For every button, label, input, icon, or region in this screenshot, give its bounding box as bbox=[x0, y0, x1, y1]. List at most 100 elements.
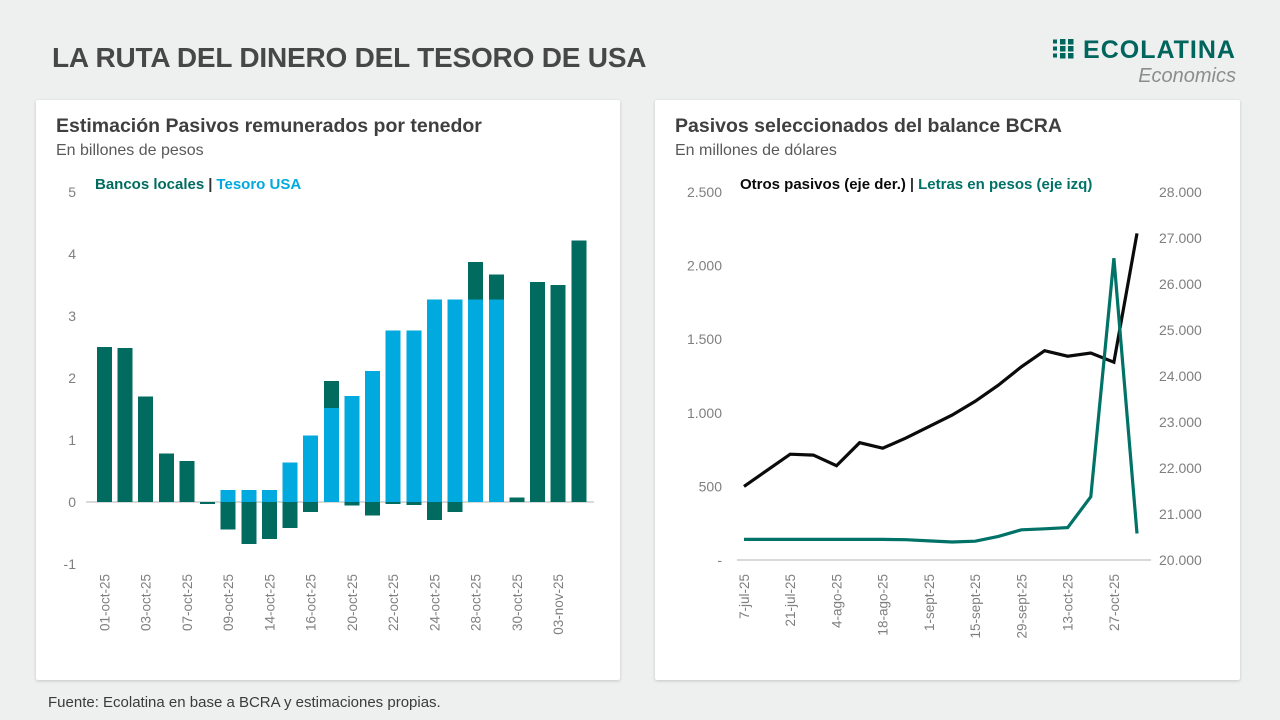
x-axis-tick-label: 14-oct-25 bbox=[262, 574, 277, 631]
right-chart-title: Pasivos seleccionados del balance BCRA bbox=[675, 115, 1062, 137]
x-axis-tick-label: 01-oct-25 bbox=[98, 574, 113, 631]
bar-segment-bancos-locales bbox=[261, 502, 277, 540]
x-axis-tick-label: 24-oct-25 bbox=[427, 574, 442, 631]
bar-segment-bancos-locales bbox=[447, 502, 463, 512]
x-axis-tick-label: 7-jul-25 bbox=[737, 574, 752, 619]
right-chart-subtitle: En millones de dólares bbox=[675, 142, 837, 159]
right-axis-tick-label: 23.000 bbox=[1159, 414, 1202, 430]
ecolatina-logo: ECOLATINA Economics bbox=[1052, 36, 1236, 88]
page-title: LA RUTA DEL DINERO DEL TESORO DE USA bbox=[52, 42, 647, 73]
bar-segment-bancos-locales bbox=[530, 281, 546, 502]
bar-segment-tesoro-usa bbox=[344, 395, 360, 502]
bar-segment-tesoro-usa bbox=[488, 299, 504, 502]
bar-segment-tesoro-usa bbox=[323, 407, 339, 502]
bar-segment-bancos-locales bbox=[200, 502, 216, 504]
bar-segment-tesoro-usa bbox=[385, 330, 401, 502]
x-axis-tick-labels: 01-oct-25 03-oct-25 07-oct-25 09-oct-25 14-o… bbox=[98, 574, 567, 635]
bar-segment-bancos-locales bbox=[179, 461, 195, 502]
right-axis-tick-label: 20.000 bbox=[1159, 552, 1202, 568]
right-chart-legend: Otros pasivos (eje der.) | Letras en pesos… bbox=[740, 176, 1092, 193]
bar-segment-bancos-locales bbox=[138, 396, 154, 502]
x-axis-tick-label: 03-oct-25 bbox=[139, 574, 154, 631]
x-axis-tick-label: 15-sept-25 bbox=[968, 574, 983, 639]
legend-otros-pasivos: Otros pasivos (eje der.) bbox=[740, 176, 906, 193]
left-axis-tick-labels: 2.500 2.000 1.500 1.000 500 - bbox=[687, 184, 722, 568]
x-axis-tick-label: 1-sept-25 bbox=[922, 574, 937, 631]
x-axis-tick-label: 28-oct-25 bbox=[469, 574, 484, 631]
x-axis-tick-label: 03-nov-25 bbox=[551, 574, 566, 635]
bar-segment-bancos-locales bbox=[406, 502, 422, 506]
bar-segment-bancos-locales bbox=[158, 453, 174, 502]
x-axis-tick-label: 22-oct-25 bbox=[386, 574, 401, 631]
right-axis-tick-label: 21.000 bbox=[1159, 506, 1202, 522]
logo-wordmark: ECOLATINA bbox=[1083, 36, 1236, 64]
bar-segment-bancos-locales bbox=[426, 502, 442, 520]
y-axis-tick-label: -1 bbox=[64, 556, 77, 572]
legend-separator: | bbox=[208, 176, 213, 193]
y-axis-tick-labels: 5 4 3 2 1 0 -1 bbox=[64, 184, 77, 572]
logo-grid-icon bbox=[1052, 37, 1075, 65]
y-axis-tick-label: 2 bbox=[68, 370, 76, 386]
legend-letras-en-pesos: Letras en pesos (eje izq) bbox=[918, 176, 1093, 193]
x-axis-tick-label: 18-ago-25 bbox=[876, 574, 891, 636]
x-axis-tick-label: 4-ago-25 bbox=[829, 574, 844, 628]
bar-segment-tesoro-usa bbox=[220, 490, 236, 502]
series-line-otros-pasivos bbox=[743, 233, 1139, 488]
x-axis-tick-label: 20-oct-25 bbox=[345, 574, 360, 631]
x-axis-tick-labels: 7-jul-25 21-jul-25 4-ago-25 18-ago-25 1-sept… bbox=[737, 574, 1122, 639]
right-axis-tick-label: 25.000 bbox=[1159, 322, 1202, 338]
y-axis-tick-label: 0 bbox=[68, 494, 76, 510]
left-chart-card: Estimación Pasivos remunerados por tened… bbox=[36, 100, 620, 680]
bar-segment-bancos-locales bbox=[365, 502, 381, 516]
x-axis-tick-label: 07-oct-25 bbox=[180, 574, 195, 631]
left-chart-legend: Bancos locales | Tesoro USA bbox=[95, 176, 301, 193]
bar-segment-bancos-locales bbox=[571, 240, 587, 503]
bar-segment-tesoro-usa bbox=[365, 371, 381, 502]
x-axis-tick-label: 30-oct-25 bbox=[510, 574, 525, 631]
left-axis-tick-label: - bbox=[717, 552, 722, 568]
left-chart-subtitle: En billones de pesos bbox=[56, 142, 204, 159]
y-axis-tick-label: 4 bbox=[68, 246, 76, 262]
bar-segment-tesoro-usa bbox=[426, 299, 442, 502]
bar-segment-bancos-locales bbox=[97, 347, 112, 502]
right-axis-tick-label: 28.000 bbox=[1159, 184, 1202, 200]
x-axis-tick-label: 21-jul-25 bbox=[783, 574, 798, 627]
bar-segment-bancos-locales bbox=[282, 502, 298, 529]
left-axis-tick-label: 1.000 bbox=[687, 405, 722, 421]
bar-segment-bancos-locales bbox=[509, 497, 525, 502]
x-axis-tick-label: 29-sept-25 bbox=[1014, 574, 1029, 639]
bar-segment-bancos-locales bbox=[488, 274, 504, 300]
bar-segment-bancos-locales bbox=[550, 285, 566, 502]
bar-segment-tesoro-usa bbox=[406, 330, 422, 502]
bar-segment-bancos-locales bbox=[344, 502, 360, 506]
left-axis-tick-label: 500 bbox=[699, 478, 723, 494]
bar-segment-tesoro-usa bbox=[241, 490, 257, 502]
series-line-letras-en-pesos bbox=[744, 258, 1139, 544]
legend-bancos-locales: Bancos locales bbox=[95, 176, 205, 193]
right-axis-tick-label: 22.000 bbox=[1159, 460, 1202, 476]
legend-tesoro-usa: Tesoro USA bbox=[216, 176, 302, 193]
x-axis-tick-label: 16-oct-25 bbox=[304, 574, 319, 631]
bar-segment-tesoro-usa bbox=[468, 299, 484, 502]
right-axis-tick-labels: 28.000 27.000 26.000 25.000 24.000 23.000 22.0… bbox=[1159, 184, 1202, 568]
right-chart-card: Pasivos seleccionados del balance BCRA E… bbox=[655, 100, 1240, 680]
right-axis-tick-label: 27.000 bbox=[1159, 230, 1202, 246]
x-axis-tick-label: 13-oct-25 bbox=[1061, 574, 1076, 631]
bar-chart-svg: 5 4 3 2 1 0 -1 01-oct-25 03-oct-25 07-oct-25 09-oc… bbox=[64, 184, 594, 635]
bars-group bbox=[97, 240, 587, 545]
bar-segment-bancos-locales bbox=[468, 262, 484, 300]
source-note: Fuente: Ecolatina en base a BCRA y estim… bbox=[48, 694, 441, 711]
y-axis-tick-label: 5 bbox=[68, 184, 76, 200]
bar-segment-bancos-locales bbox=[303, 502, 319, 512]
bar-segment-tesoro-usa bbox=[282, 462, 298, 502]
y-axis-tick-label: 3 bbox=[68, 308, 76, 324]
x-axis-tick-label: 09-oct-25 bbox=[221, 574, 236, 631]
legend-separator: | bbox=[909, 176, 915, 193]
bar-segment-tesoro-usa bbox=[447, 299, 463, 502]
bar-segment-tesoro-usa bbox=[261, 490, 277, 502]
logo-tagline: Economics bbox=[1138, 65, 1236, 87]
left-axis-tick-label: 2.500 bbox=[687, 184, 722, 200]
left-chart-title: Estimación Pasivos remunerados por tened… bbox=[56, 115, 482, 137]
left-axis-tick-label: 1.500 bbox=[687, 331, 722, 347]
bar-segment-bancos-locales bbox=[241, 502, 257, 545]
